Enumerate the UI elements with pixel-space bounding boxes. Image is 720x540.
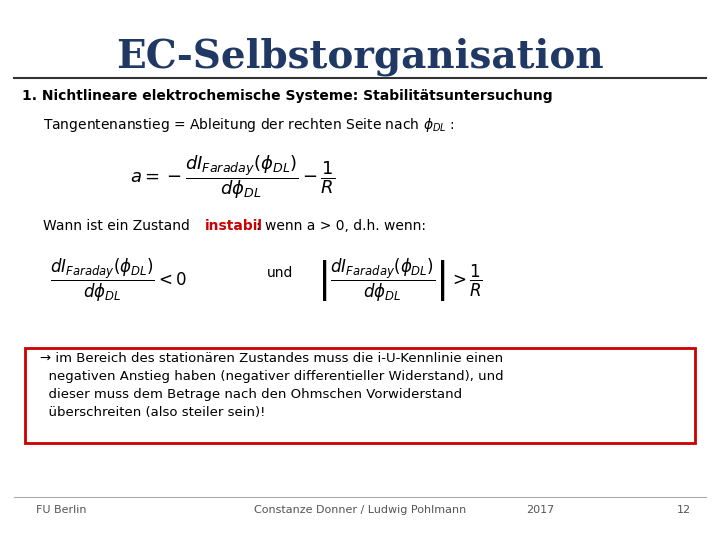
Text: 12: 12 xyxy=(677,505,691,515)
Text: $\dfrac{dI_{Faraday}(\phi_{DL})}{d\phi_{DL}} < 0$: $\dfrac{dI_{Faraday}(\phi_{DL})}{d\phi_{… xyxy=(50,256,187,303)
Text: $\left|\dfrac{dI_{Faraday}(\phi_{DL})}{d\phi_{DL}}\right| > \dfrac{1}{R}$: $\left|\dfrac{dI_{Faraday}(\phi_{DL})}{d… xyxy=(317,256,482,303)
Text: Wann ist ein Zustand: Wann ist ein Zustand xyxy=(43,219,194,233)
FancyBboxPatch shape xyxy=(25,348,695,443)
Text: Tangentenanstieg = Ableitung der rechten Seite nach $\phi_{DL}$ :: Tangentenanstieg = Ableitung der rechten… xyxy=(43,116,455,134)
Text: → im Bereich des stationären Zustandes muss die i-U-Kennlinie einen
  negativen : → im Bereich des stationären Zustandes m… xyxy=(40,352,503,419)
Text: 1. Nichtlineare elektrochemische Systeme: Stabilitätsuntersuchung: 1. Nichtlineare elektrochemische Systeme… xyxy=(22,89,552,103)
Text: instabil: instabil xyxy=(205,219,264,233)
Text: 2017: 2017 xyxy=(526,505,554,515)
Text: Constanze Donner / Ludwig Pohlmann: Constanze Donner / Ludwig Pohlmann xyxy=(254,505,466,515)
Text: EC-Selbstorganisation: EC-Selbstorganisation xyxy=(116,38,604,76)
Text: : wenn a > 0, d.h. wenn:: : wenn a > 0, d.h. wenn: xyxy=(256,219,426,233)
Text: und: und xyxy=(266,266,293,280)
Text: FU Berlin: FU Berlin xyxy=(36,505,86,515)
Text: $a = -\dfrac{dI_{Faraday}(\phi_{DL})}{d\phi_{DL}} - \dfrac{1}{R}$: $a = -\dfrac{dI_{Faraday}(\phi_{DL})}{d\… xyxy=(130,154,335,201)
